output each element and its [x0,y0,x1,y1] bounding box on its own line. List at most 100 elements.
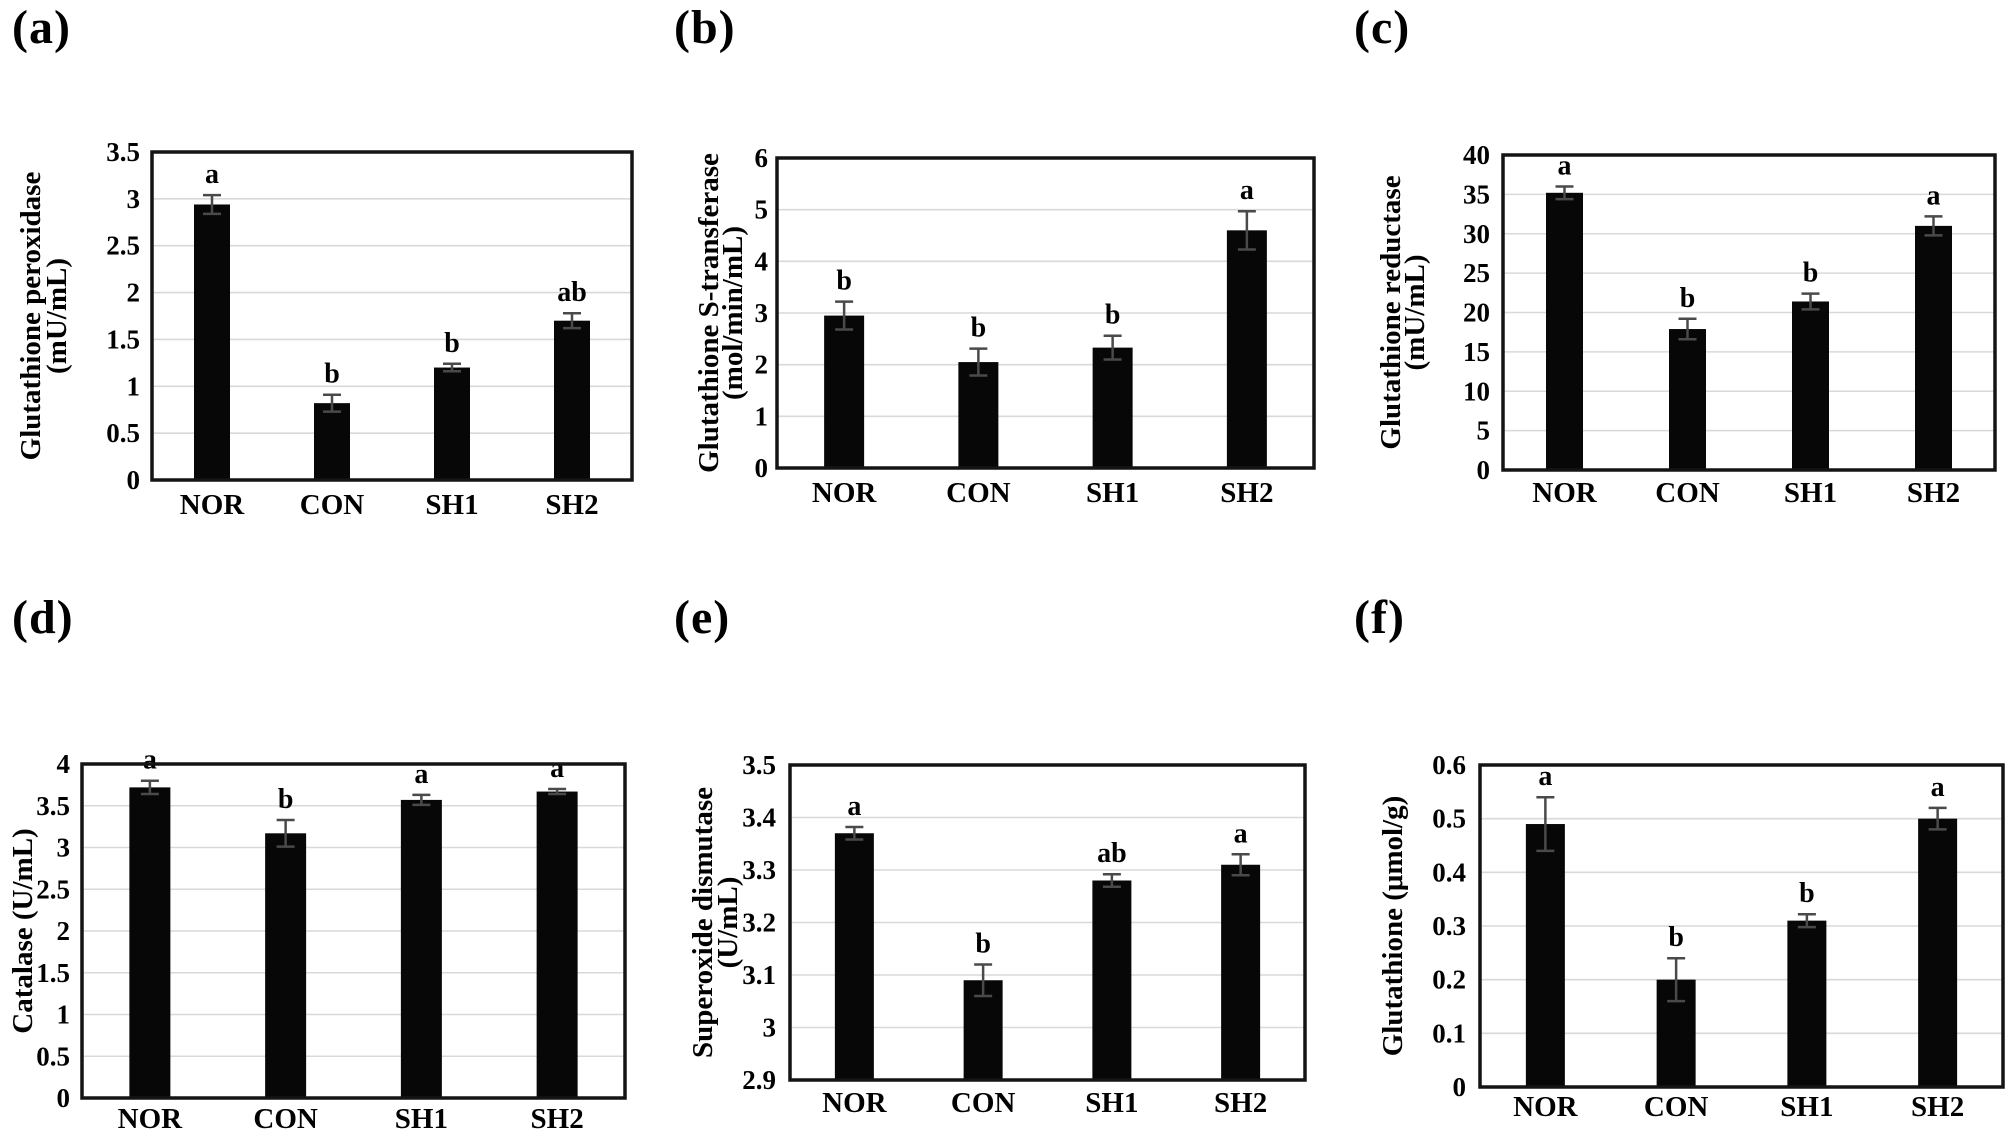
y-tick-label: 10 [1463,376,1490,406]
bar-SH1 [1792,301,1829,470]
chart-svg: 0 0.1 0.2 0.3 0.4 0.5 0.6 a NOR b CON b SH1 a SH2 Gluta… [1377,750,2005,1123]
y-tick-label: 25 [1463,258,1490,288]
panel-letter-f: (f) [1354,591,1405,644]
x-category-label: CON [253,1103,318,1133]
plot-border [1478,763,2005,1089]
bar-SH1 [434,367,470,480]
sig-letter: a [1927,180,1941,211]
y-tick-label: 2 [57,916,71,946]
y-axis-title: (U/mL) [712,877,744,969]
x-category-label: SH2 [1911,1091,1964,1123]
chart-superoxide-dismutase: 2.9 3 3.1 3.2 3.3 3.4 3.5 a NOR b CON ab SH1 a SH2 Supe… [660,560,1340,1133]
bar-CON [314,403,350,480]
y-tick-label: 3.1 [742,960,776,990]
sig-letter: b [1803,258,1819,289]
y-tick-label: 0.3 [1432,911,1466,941]
y-tick-label: 0.5 [36,1041,70,1071]
y-tick-label: 3 [755,298,769,328]
x-category-label: NOR [1532,477,1598,509]
y-tick-label: 20 [1463,298,1490,328]
y-tick-label: 3 [127,184,141,214]
y-tick-label: 4 [57,749,71,779]
sig-letter: a [205,159,219,190]
y-tick-label: 2.9 [742,1065,776,1095]
bar-NOR [834,833,874,1080]
plot-border [1501,153,1997,472]
y-tick-label: 0 [755,453,769,483]
sig-letter: a [1538,761,1552,792]
bar-NOR [824,315,865,468]
chart-glutathione-s-transferase: 0 1 2 3 4 5 6 b NOR b CON b SH1 a SH2 Glutathione S-tra… [660,0,1340,560]
x-category-label: SH2 [1220,477,1273,509]
y-tick-label: 3.5 [106,137,140,167]
bar-NOR [1546,192,1583,471]
y-tick-label: 3.5 [36,791,70,821]
x-category-label: SH1 [1086,477,1139,509]
sig-letter: ab [1097,838,1127,869]
sig-letter: b [1668,922,1684,953]
sig-letter: b [836,266,852,297]
x-category-label: SH1 [425,489,478,521]
bar-SH2 [554,320,590,480]
panel-letter-e: (e) [674,591,731,644]
y-axis-title: Catalase (U/mL) [7,828,39,1033]
y-axis-title: (mol/min/mL) [717,226,749,400]
bar-SH1 [1092,347,1133,468]
sig-letter: a [143,745,157,776]
y-axis-title: (mU/mL) [1399,255,1431,371]
x-category-label: SH2 [1214,1087,1267,1119]
bar-SH2 [1918,818,1958,1087]
x-category-label: CON [1644,1091,1709,1123]
bar-SH2 [1226,230,1267,468]
bar-SH2 [1221,864,1261,1080]
y-tick-label: 1.5 [36,958,70,988]
chart-svg: 0 0.5 1 1.5 2 2.5 3 3.5 4 a NOR b CON a SH1 a SH2 Catalas… [7,745,627,1135]
x-category-label: SH2 [545,489,598,521]
y-tick-label: 3.4 [742,803,776,833]
y-tick-label: 40 [1463,140,1490,170]
y-axis-title: Glutathione peroxidase [15,172,47,461]
x-category-label: SH1 [395,1103,448,1133]
sig-letter: a [550,753,564,784]
y-tick-label: 5 [1477,416,1491,446]
y-tick-label: 0.6 [1432,750,1466,780]
bar-SH2 [1915,225,1952,470]
sig-letter: b [324,359,340,390]
x-category-label: NOR [1513,1091,1579,1123]
y-axis-title: Glutathione (μmol/g) [1377,796,1409,1057]
y-tick-label: 3.5 [742,750,776,780]
y-tick-label: 30 [1463,219,1490,249]
x-category-label: NOR [822,1087,888,1119]
x-category-label: NOR [812,477,878,509]
y-tick-label: 0.1 [1432,1018,1466,1048]
bar-SH1 [1787,920,1827,1087]
y-axis-title: Glutathione S-transferase [693,153,725,473]
x-category-label: SH2 [1907,477,1960,509]
plot-border [775,156,1316,470]
y-tick-label: 5 [755,195,769,225]
chart-svg: 0 1 2 3 4 5 6 b NOR b CON b SH1 a SH2 Glutathione S-tra… [693,143,1316,509]
sig-letter: a [1234,818,1248,849]
sig-letter: b [278,784,294,815]
y-tick-label: 0.2 [1432,965,1466,995]
x-category-label: CON [946,477,1011,509]
bar-NOR [1525,824,1565,1087]
chart-glutathione: 0 0.1 0.2 0.3 0.4 0.5 0.6 a NOR b CON b SH1 a SH2 Gluta… [1340,560,2008,1133]
bar-CON [958,362,999,468]
bar-CON [265,833,307,1098]
x-category-label: CON [951,1087,1016,1119]
x-category-label: NOR [180,489,246,521]
plot-border [150,150,634,482]
bar-SH2 [536,791,578,1098]
sig-letter: b [971,313,987,344]
sig-letter: a [847,791,861,822]
chart-glutathione-peroxidase: 0 0.5 1 1.5 2 2.5 3 3.5 a NOR b CON b SH1 ab SH2 Glutath… [0,0,660,560]
chart-svg: 0 5 10 15 20 25 30 35 40 a NOR b CON b SH1 a SH2 Glutathi… [1375,140,1997,509]
plot-border [788,763,1307,1082]
bar-CON [1669,329,1706,470]
sig-letter: b [975,929,991,960]
x-category-label: CON [1655,477,1720,509]
bar-NOR [129,787,171,1098]
y-axis-title: Glutathione reductase [1375,175,1407,449]
